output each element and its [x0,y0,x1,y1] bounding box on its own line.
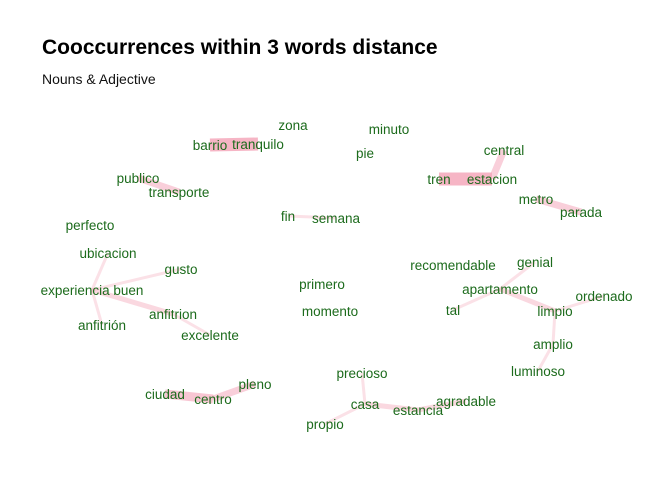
word-amplio: amplio [533,337,573,352]
word-fin: fin [281,209,295,224]
word-barrio: barrio [193,138,228,153]
word-casa: casa [351,397,380,412]
word-parada: parada [560,205,603,220]
edge-apartamento-genial [499,260,536,291]
edge-barrio-tranquilo [209,137,259,152]
word-ciudad: ciudad [145,387,185,402]
word-transporte: transporte [149,185,210,200]
word-estacion: estacion [467,172,517,187]
word-anfitrion: anfitrion [149,307,197,322]
word-primero: primero [299,277,345,292]
edge-metro-parada [535,195,582,216]
word-pie: pie [356,146,374,161]
word-precioso: precioso [336,366,387,381]
word-ubicacion: ubicacion [79,246,136,261]
word-perfecto: perfecto [66,218,115,233]
word-momento: momento [302,304,358,319]
edge-apartamento-limpio [499,286,556,314]
word-centro: centro [194,392,232,407]
word-apartamento: apartamento [462,282,538,297]
edge-limpio-ordenado [554,294,605,313]
word-minuto: minuto [369,122,410,137]
word-ordenado: ordenado [575,289,632,304]
edge-ubicacion-experiencia-buen [90,252,110,291]
edge-experiencia-buen-anfitrion [90,289,104,326]
word-metro: metro [519,192,554,207]
word-estancia: estancia [393,403,444,418]
word-pleno: pleno [238,377,271,392]
edge-estancia-agradable [417,398,467,413]
edge-amplio-luminoso [536,343,555,372]
edge-estacion-central [488,148,508,181]
edge-apartamento-tal [452,287,501,312]
word-publico: publico [117,171,160,186]
edge-limpio-amplio [551,310,557,345]
word-tranquilo: tranquilo [232,137,284,152]
edge-casa-propio [324,402,366,426]
word-agradable: agradable [436,394,496,409]
edge-publico-transporte [136,174,181,196]
edge-anfitrion-excelente [172,312,211,337]
edge-layer [90,137,605,426]
chart-title: Cooccurrences within 3 words distance [42,36,438,59]
word-tal: tal [446,303,460,318]
word-tren: tren [427,172,450,187]
word-propio: propio [306,417,344,432]
word-experiencia-buen: experiencia buen [41,283,144,298]
word-gusto: gusto [164,262,197,277]
word-excelente: excelente [181,328,239,343]
edge-fin-semana [287,214,337,220]
edge-ciudad-centro [164,389,214,404]
word-genial: genial [517,255,553,270]
edge-gusto-experiencia-buen [91,267,182,292]
word-semana: semana [312,211,361,226]
edge-centro-pleno [211,380,257,403]
word-limpio: limpio [537,304,572,319]
chart-subtitle: Nouns & Adjective [42,71,156,87]
word-layer: zona minuto barrio tranquilo pie central tren e… [41,118,633,432]
word-zona: zona [278,118,308,133]
word-central: central [484,143,525,158]
edge-casa-precioso [360,372,367,405]
edge-casa-estancia [364,401,419,413]
word-recomendable: recomendable [410,258,496,273]
edge-experiencia-buen-anfitrion [91,287,174,317]
word-luminoso: luminoso [511,364,565,379]
word-anfitrion: anfitrión [78,318,126,333]
